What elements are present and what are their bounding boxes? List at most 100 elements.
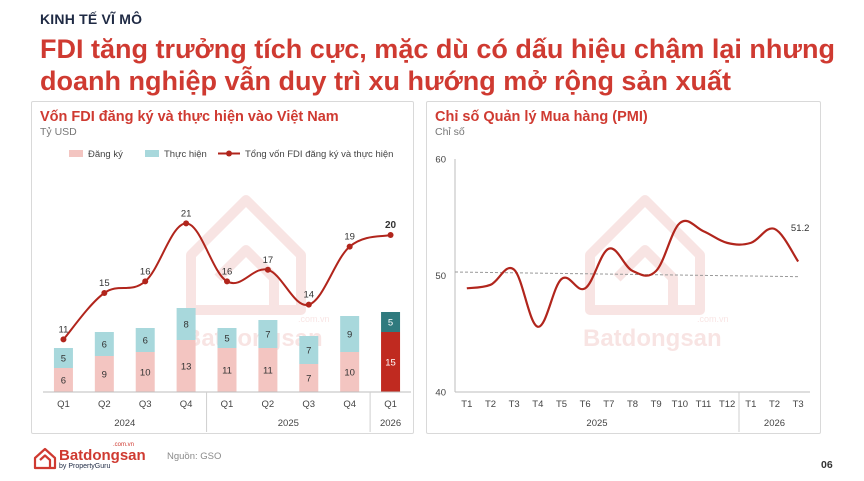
total-label: 19 [344, 232, 355, 243]
bar-label-dang-ky: 13 [181, 362, 192, 373]
total-point [101, 290, 108, 296]
bar-label-thuc-hien: 6 [102, 340, 107, 351]
page-headline: FDI tăng trưởng tích cực, mặc dù có dấu … [40, 34, 835, 96]
brand-tagline: by PropertyGuru [59, 463, 111, 470]
total-point [264, 266, 271, 273]
bar-label-thuc-hien: 7 [265, 330, 270, 341]
x-tick-label: T3 [793, 399, 804, 410]
x-tick-label: Q2 [98, 399, 111, 410]
bar-thuc-hien [340, 316, 360, 352]
bar-label-thuc-hien: 5 [224, 334, 229, 345]
total-point [183, 220, 190, 227]
brand-logo: Batdongsan .com.vn by PropertyGuru [33, 442, 153, 472]
total-label: 15 [99, 278, 110, 289]
total-label: 16 [140, 266, 151, 277]
trend-line [454, 271, 799, 278]
bar-thuc-hien [258, 320, 278, 348]
bar-dang-ky [381, 332, 401, 392]
x-group-label: 2026 [764, 418, 785, 429]
watermark-house-icon [585, 195, 705, 315]
x-tick-label: T9 [651, 399, 662, 410]
bar-thuc-hien [135, 328, 155, 352]
bar-label-dang-ky: 7 [306, 374, 311, 385]
pmi-chart: Batdongsan.com.vn 40 50 60 51.2 T1 T2 T3 T4 T5 T6 T… [435, 155, 810, 432]
x-group-label: 2025 [586, 418, 607, 429]
fdi-chart: Batdongsan.com.vn Đăng ký Thực hiện Tổng vố… [43, 149, 411, 432]
bar-label-dang-ky: 11 [263, 366, 273, 377]
y-tick-label: 60 [435, 155, 446, 166]
x-tick-label: T5 [556, 399, 567, 410]
x-group-label: 2026 [380, 418, 401, 429]
legend-marker [226, 150, 232, 157]
y-tick-label: 50 [435, 271, 446, 282]
x-tick-label: T7 [603, 399, 614, 410]
pmi-line [466, 219, 800, 328]
x-tick-label: T6 [580, 399, 591, 410]
pmi-chart-title: Chỉ số Quản lý Mua hàng (PMI) [435, 109, 648, 125]
bar-thuc-hien [217, 328, 237, 348]
x-group-label: 2025 [278, 418, 299, 429]
bar-dang-ky [340, 352, 360, 392]
brand-domain: .com.vn [113, 442, 135, 448]
source-note: Nguồn: GSO [167, 451, 222, 462]
legend-label: Thực hiện [164, 149, 207, 160]
pmi-end-label: 51.2 [791, 223, 810, 234]
bar-thuc-hien [94, 332, 114, 356]
x-tick-label: T4 [532, 399, 543, 410]
total-label: 14 [303, 290, 314, 301]
bar-label-dang-ky: 11 [222, 366, 232, 377]
watermark-logo: Batdongsan.com.vn [583, 195, 729, 352]
x-tick-label: Q1 [384, 399, 397, 410]
pmi-chart-panel: Chỉ số Quản lý Mua hàng (PMI) Chỉ số Bat… [426, 101, 821, 434]
total-point [142, 278, 149, 285]
bar-dang-ky [176, 340, 196, 392]
watermark-domain: .com.vn [697, 314, 729, 324]
bar-label-thuc-hien: 8 [183, 320, 188, 331]
fdi-chart-panel: Vốn FDI đăng ký và thực hiện vào Việt Na… [31, 101, 414, 434]
bar-label-dang-ky: 9 [102, 370, 107, 381]
bar-thuc-hien [176, 308, 196, 340]
bar-dang-ky [135, 352, 155, 392]
x-tick-label: Q1 [221, 399, 234, 410]
watermark-inner-house-icon [214, 245, 279, 310]
fdi-chart-unit: Tỷ USD [40, 126, 77, 138]
bar-dang-ky [94, 356, 114, 392]
bar-dang-ky [53, 368, 73, 392]
legend-swatch [69, 150, 83, 157]
total-point [224, 278, 230, 285]
bar-dang-ky [299, 364, 319, 392]
legend-swatch [145, 150, 159, 157]
y-tick-label: 40 [435, 388, 446, 399]
house-logo-icon [33, 447, 57, 470]
watermark-brand: Batdongsan [583, 325, 722, 352]
x-tick-label: Q2 [262, 399, 275, 410]
total-label: 16 [222, 266, 233, 277]
x-tick-label: Q4 [180, 399, 193, 410]
x-tick-label: T1 [461, 399, 472, 410]
x-tick-label: Q3 [139, 399, 152, 410]
bar-label-thuc-hien: 5 [388, 318, 393, 329]
total-label: 17 [263, 255, 274, 266]
total-point [346, 243, 353, 250]
x-tick-label: T2 [769, 399, 780, 410]
watermark-inner-house-icon [613, 245, 678, 310]
x-group-label: 2024 [114, 418, 135, 429]
pmi-chart-unit: Chỉ số [435, 126, 465, 138]
total-label: 21 [181, 208, 192, 219]
x-tick-label: Q1 [57, 399, 70, 410]
bar-dang-ky [258, 348, 278, 392]
bar-label-thuc-hien: 6 [143, 336, 148, 347]
bar-thuc-hien [381, 312, 401, 332]
total-point [387, 232, 394, 238]
bar-label-thuc-hien: 9 [347, 330, 352, 341]
bar-label-dang-ky: 10 [344, 368, 355, 379]
brand-name: Batdongsan [59, 447, 146, 464]
x-tick-label: T10 [672, 399, 688, 410]
bar-label-dang-ky: 10 [140, 368, 151, 379]
watermark-logo: Batdongsan.com.vn [184, 195, 330, 352]
x-tick-label: T2 [485, 399, 496, 410]
x-tick-label: T8 [627, 399, 638, 410]
bar-dang-ky [217, 348, 237, 392]
total-point [60, 336, 67, 343]
total-point [305, 301, 312, 308]
